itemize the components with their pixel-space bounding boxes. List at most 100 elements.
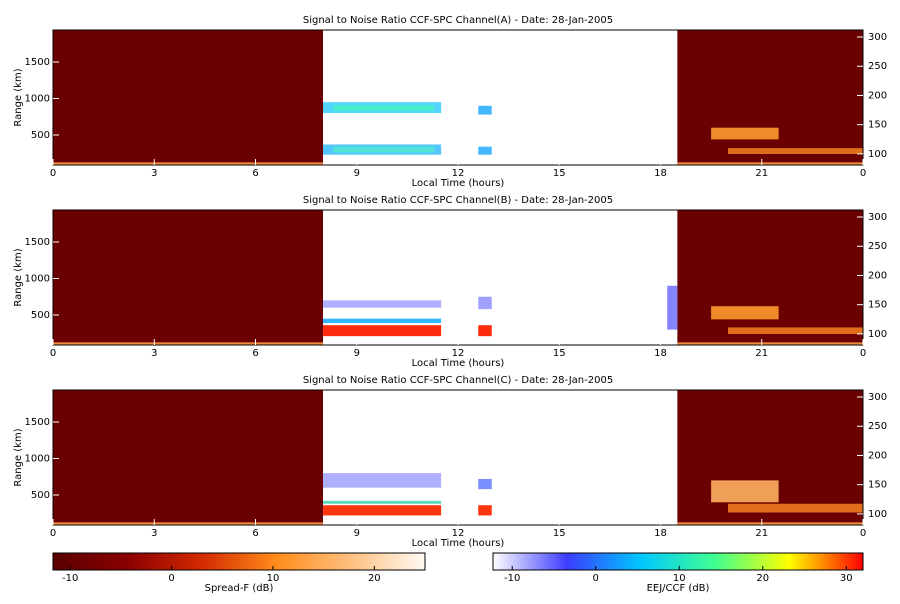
colorbar-tick-label: 10 bbox=[673, 573, 686, 584]
x-tick-label: 15 bbox=[553, 348, 566, 359]
x-tick-label: 21 bbox=[755, 348, 768, 359]
x-tick-label: 0 bbox=[860, 168, 866, 179]
y-tick-label: 1500 bbox=[25, 237, 50, 248]
y2-tick-label: 200 bbox=[868, 270, 887, 281]
heatmap-region bbox=[711, 127, 779, 140]
x-tick-label: 9 bbox=[354, 168, 360, 179]
y-tick-label: 1500 bbox=[25, 57, 50, 68]
x-tick-label: 21 bbox=[755, 528, 768, 539]
heatmap-heatmap bbox=[53, 210, 863, 345]
colorbar-tick-label: 10 bbox=[267, 573, 280, 584]
x-axis-label: Local Time (hours) bbox=[412, 358, 505, 369]
y2-tick-label: 200 bbox=[868, 450, 887, 461]
heatmap-heatmap bbox=[53, 390, 863, 525]
colorbar bbox=[52, 552, 426, 571]
heatmap-region bbox=[711, 480, 779, 503]
y-tick-label: 500 bbox=[31, 130, 50, 141]
x-tick-label: 0 bbox=[50, 348, 56, 359]
x-tick-label: 12 bbox=[452, 348, 465, 359]
x-tick-label: 21 bbox=[755, 168, 768, 179]
heatmap-region bbox=[677, 210, 863, 345]
heatmap-region bbox=[478, 296, 492, 310]
heatmap-region bbox=[667, 285, 678, 330]
heatmap-region bbox=[478, 105, 492, 115]
y-axis-label: Range (km) bbox=[13, 68, 24, 126]
heatmap-region bbox=[53, 162, 323, 165]
panel-title: Signal to Noise Ratio CCF-SPC Channel(A)… bbox=[303, 15, 613, 26]
y2-tick-label: 150 bbox=[868, 120, 887, 131]
heatmap-heatmap bbox=[53, 30, 863, 165]
colorbar-tick-label: 0 bbox=[593, 573, 599, 584]
heatmap-region bbox=[323, 325, 442, 337]
x-tick-label: 0 bbox=[50, 528, 56, 539]
x-tick-label: 6 bbox=[252, 528, 258, 539]
heatmap-region bbox=[728, 503, 863, 513]
heatmap-region bbox=[711, 306, 779, 320]
x-tick-label: 0 bbox=[860, 348, 866, 359]
heatmap-region bbox=[323, 500, 442, 504]
x-axis-label: Local Time (hours) bbox=[412, 538, 505, 549]
y-tick-label: 1500 bbox=[25, 417, 50, 428]
heatmap-region bbox=[53, 210, 323, 345]
x-tick-label: 15 bbox=[553, 528, 566, 539]
panel-title: Signal to Noise Ratio CCF-SPC Channel(C)… bbox=[303, 375, 613, 386]
colorbar bbox=[492, 552, 864, 571]
y2-tick-label: 250 bbox=[868, 61, 887, 72]
x-tick-label: 3 bbox=[151, 348, 157, 359]
heatmap-region bbox=[333, 146, 435, 153]
colorbar-tick-label: 30 bbox=[840, 573, 853, 584]
x-axis-label: Local Time (hours) bbox=[412, 178, 505, 189]
heatmap-region bbox=[53, 342, 323, 345]
x-tick-label: 18 bbox=[654, 528, 667, 539]
y-tick-label: 1000 bbox=[25, 453, 50, 464]
x-tick-label: 15 bbox=[553, 168, 566, 179]
heatmap-region bbox=[728, 327, 863, 334]
heatmap-region bbox=[323, 505, 442, 516]
x-tick-label: 12 bbox=[452, 168, 465, 179]
heatmap-region bbox=[53, 30, 323, 165]
colorbar-tick-label: 20 bbox=[368, 573, 381, 584]
y2-tick-label: 300 bbox=[868, 392, 887, 403]
y-tick-label: 500 bbox=[31, 310, 50, 321]
panel-title: Signal to Noise Ratio CCF-SPC Channel(B)… bbox=[303, 195, 613, 206]
heatmap-region bbox=[323, 473, 442, 488]
y2-tick-label: 250 bbox=[868, 241, 887, 252]
y-tick-label: 1000 bbox=[25, 273, 50, 284]
x-tick-label: 6 bbox=[252, 168, 258, 179]
heatmap-region bbox=[323, 318, 442, 324]
heatmap-region bbox=[677, 522, 863, 525]
heatmap-region bbox=[53, 390, 323, 525]
heatmap-region bbox=[53, 522, 323, 525]
colorbar-tick-label: 20 bbox=[756, 573, 769, 584]
x-tick-label: 9 bbox=[354, 348, 360, 359]
heatmap-region bbox=[728, 148, 863, 154]
y-axis-label: Range (km) bbox=[13, 248, 24, 306]
colorbar-tick-label: 0 bbox=[168, 573, 174, 584]
colorbar-label: Spread-F (dB) bbox=[205, 583, 274, 594]
heatmap-region bbox=[677, 162, 863, 165]
heatmap-region bbox=[478, 505, 492, 516]
y2-tick-label: 100 bbox=[868, 329, 887, 340]
colorbar-label: EEJ/CCF (dB) bbox=[647, 583, 710, 594]
y-axis-label: Range (km) bbox=[13, 428, 24, 486]
x-tick-label: 12 bbox=[452, 528, 465, 539]
y2-tick-label: 200 bbox=[868, 90, 887, 101]
y2-tick-label: 300 bbox=[868, 32, 887, 43]
x-tick-label: 18 bbox=[654, 168, 667, 179]
heatmap-region bbox=[323, 300, 442, 308]
colorbar-tick-label: -10 bbox=[62, 573, 78, 584]
y2-tick-label: 100 bbox=[868, 509, 887, 520]
x-tick-label: 3 bbox=[151, 528, 157, 539]
heatmap-region bbox=[677, 390, 863, 525]
heatmap-region bbox=[677, 342, 863, 345]
y2-tick-label: 150 bbox=[868, 300, 887, 311]
y-tick-label: 500 bbox=[31, 490, 50, 501]
x-tick-label: 0 bbox=[860, 528, 866, 539]
y2-tick-label: 250 bbox=[868, 421, 887, 432]
heatmap-region bbox=[478, 146, 492, 155]
x-tick-label: 0 bbox=[50, 168, 56, 179]
heatmap-region bbox=[333, 105, 435, 111]
y2-tick-label: 150 bbox=[868, 480, 887, 491]
